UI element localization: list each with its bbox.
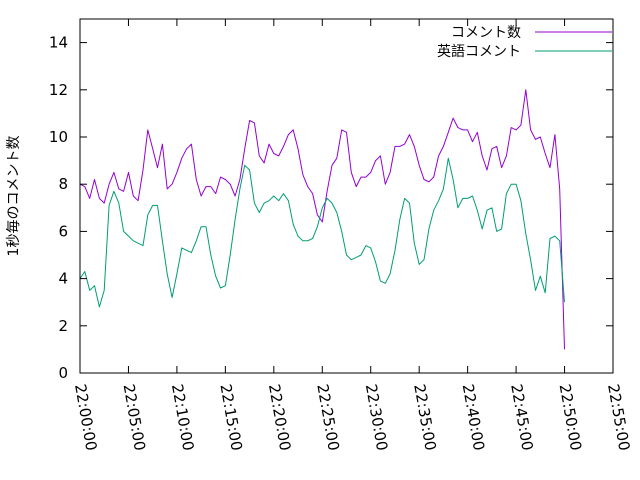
y-tick-label: 12 xyxy=(49,81,68,99)
x-tick-label: 22:55:00 xyxy=(604,383,633,452)
x-tick-label: 22:15:00 xyxy=(216,383,245,452)
series-line xyxy=(79,89,565,350)
x-axis: 22:00:00 22:05:00 22:10:00 22:15:00 22:20:00… xyxy=(71,19,633,452)
y-tick-label: 8 xyxy=(58,175,68,193)
legend-entry: コメント数 xyxy=(451,25,612,41)
series-layer xyxy=(79,89,565,350)
legend-entry: 英語コメント xyxy=(437,43,612,60)
x-tick-label: 22:30:00 xyxy=(362,383,391,452)
x-tick-label: 22:25:00 xyxy=(313,383,342,452)
y-tick-label: 0 xyxy=(58,364,68,382)
y-tick-label: 6 xyxy=(58,222,68,240)
x-tick-label: 22:20:00 xyxy=(265,383,294,452)
y-tick-label: 10 xyxy=(49,128,68,146)
y-tick-label: 4 xyxy=(58,270,68,288)
x-tick-label: 22:50:00 xyxy=(556,383,585,452)
y-tick-label: 14 xyxy=(49,34,68,52)
x-tick-label: 22:05:00 xyxy=(120,383,149,452)
x-tick-label: 22:40:00 xyxy=(459,383,488,452)
x-tick-label: 22:10:00 xyxy=(168,383,197,452)
legend-label: コメント数 xyxy=(451,25,521,41)
series-line xyxy=(79,157,565,308)
x-tick-label: 22:35:00 xyxy=(410,383,439,452)
y-axis-label: 1秒毎のコメント数 xyxy=(6,136,22,257)
legend: コメント数 英語コメント xyxy=(437,25,612,60)
legend-label: 英語コメント xyxy=(437,43,521,60)
y-axis: 0 2 4 6 8 10 12 14 xyxy=(49,34,613,382)
plot-frame xyxy=(79,18,614,374)
x-tick-label: 22:45:00 xyxy=(507,383,536,452)
x-tick-label: 22:00:00 xyxy=(71,383,100,452)
y-tick-label: 2 xyxy=(58,317,68,335)
